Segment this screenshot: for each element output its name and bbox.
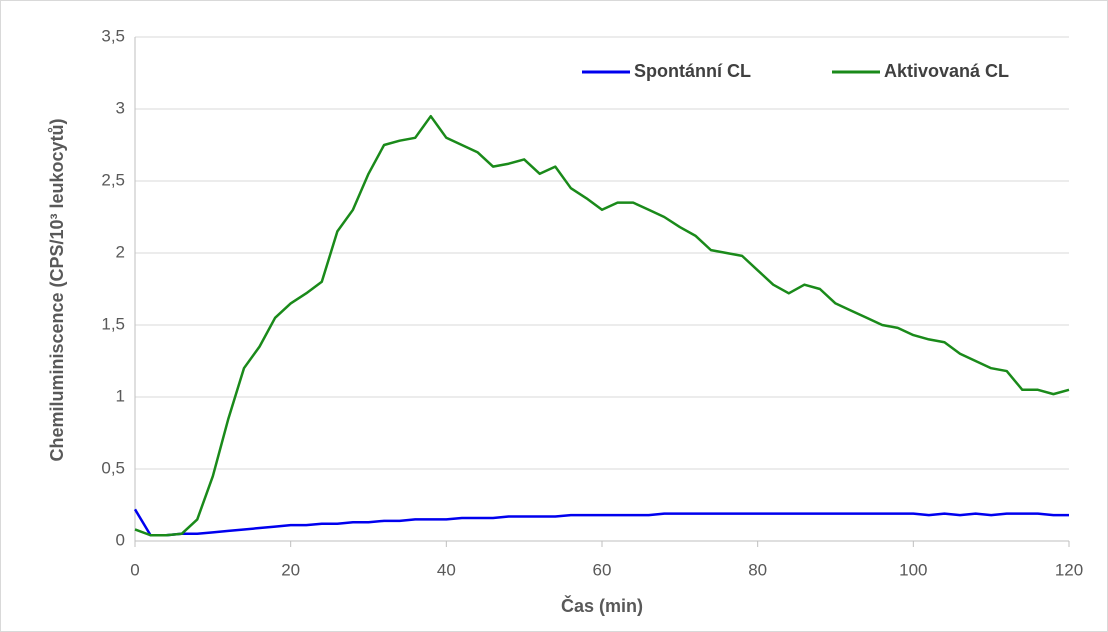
- legend-label: Aktivovaná CL: [884, 61, 1009, 81]
- legend-label: Spontánní CL: [634, 61, 751, 81]
- x-tick-label: 20: [281, 560, 300, 579]
- x-tick-label: 120: [1055, 560, 1083, 579]
- y-tick-label: 0,5: [101, 458, 125, 477]
- y-tick-label: 1: [116, 386, 125, 405]
- x-tick-label: 80: [748, 560, 767, 579]
- x-tick-label: 100: [899, 560, 927, 579]
- y-tick-label: 2,5: [101, 170, 125, 189]
- line-series: [133, 508, 1069, 537]
- y-tick-label: 3: [116, 98, 125, 117]
- x-tick-label: 40: [437, 560, 456, 579]
- y-axis-title: Chemiluminiscence (CPS/10³ leukocytů): [47, 118, 67, 461]
- x-axis-title: Čas (min): [561, 595, 643, 616]
- x-tick-label: 0: [130, 560, 139, 579]
- y-tick-label: 1,5: [101, 314, 125, 333]
- x-tick-label: 60: [593, 560, 612, 579]
- line-series: [134, 114, 1070, 537]
- y-tick-label: 3,5: [101, 26, 125, 45]
- y-tick-label: 0: [116, 530, 125, 549]
- y-tick-label: 2: [116, 242, 125, 261]
